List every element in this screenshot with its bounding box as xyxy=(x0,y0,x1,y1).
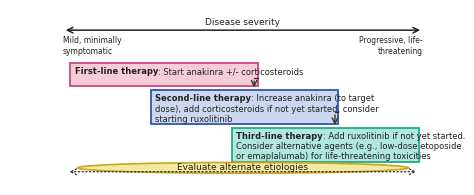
Ellipse shape xyxy=(78,162,408,173)
Text: : Increase anakinra (to target: : Increase anakinra (to target xyxy=(252,94,375,103)
FancyBboxPatch shape xyxy=(151,90,338,124)
FancyBboxPatch shape xyxy=(232,128,419,161)
Text: starting ruxolitinib: starting ruxolitinib xyxy=(155,115,233,124)
Text: Third-line therapy: Third-line therapy xyxy=(237,132,323,141)
FancyBboxPatch shape xyxy=(70,63,258,86)
Text: Evaluate alternate etiologies: Evaluate alternate etiologies xyxy=(177,163,309,172)
Text: dose), add corticosteroids if not yet started, consider: dose), add corticosteroids if not yet st… xyxy=(155,105,379,114)
Text: : Start anakinra +/- corticosteroids: : Start anakinra +/- corticosteroids xyxy=(158,67,303,76)
Text: Mild, minimally
symptomatic: Mild, minimally symptomatic xyxy=(63,36,121,56)
Text: or emaplalumab) for life-threatening toxicities: or emaplalumab) for life-threatening tox… xyxy=(237,152,431,161)
Text: Second-line therapy: Second-line therapy xyxy=(155,94,252,103)
Text: Consider alternative agents (e.g., low-dose etoposide: Consider alternative agents (e.g., low-d… xyxy=(237,142,462,151)
Text: Disease severity: Disease severity xyxy=(205,18,281,27)
Text: Progressive, life-
threatening: Progressive, life- threatening xyxy=(359,36,423,56)
Text: : Add ruxolitinib if not yet started.: : Add ruxolitinib if not yet started. xyxy=(323,132,465,141)
Text: First-line therapy: First-line therapy xyxy=(75,67,158,76)
